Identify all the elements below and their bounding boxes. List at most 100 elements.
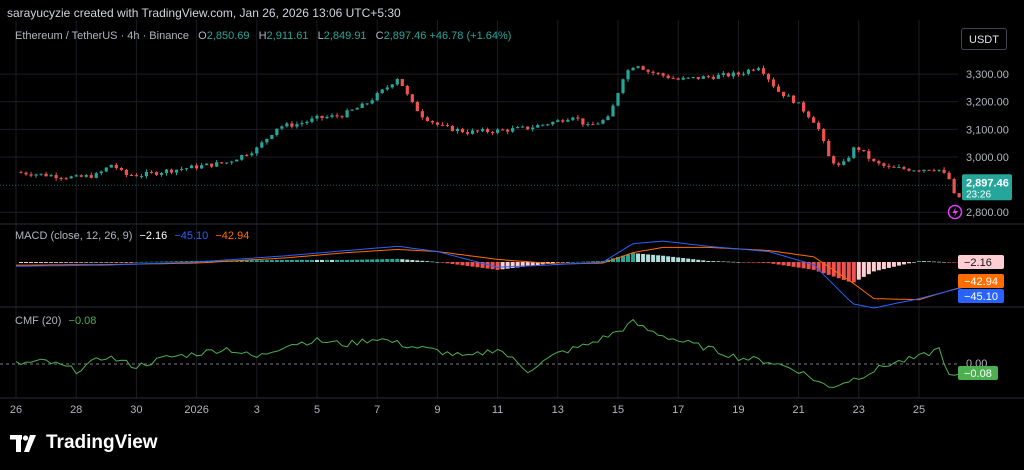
macd-hist-bar bbox=[124, 262, 129, 263]
macd-hist-bar bbox=[184, 261, 189, 262]
candle-down bbox=[405, 85, 409, 95]
candle-down bbox=[506, 129, 510, 132]
macd-hist-bar bbox=[565, 262, 570, 263]
candle-up bbox=[701, 76, 705, 79]
macd-hist-bar bbox=[134, 262, 139, 263]
macd-hist-bar bbox=[430, 261, 435, 263]
macd-hist-bar bbox=[811, 262, 816, 270]
candle-down bbox=[917, 170, 921, 172]
candle-down bbox=[591, 124, 595, 126]
candle-down bbox=[581, 118, 585, 125]
candle-up bbox=[616, 93, 620, 106]
currency-button[interactable]: USDT bbox=[961, 28, 1007, 50]
macd-hist-bar bbox=[99, 262, 104, 263]
macd-hist-bar bbox=[871, 262, 876, 272]
low-value: 2,849.91 bbox=[323, 30, 367, 42]
candle-up bbox=[174, 169, 179, 173]
candle-down bbox=[781, 91, 786, 97]
macd-signal-badge-bg bbox=[958, 274, 1004, 288]
macd-hist-bar bbox=[400, 259, 405, 262]
macd-hist-bar bbox=[515, 262, 520, 268]
macd-hist-bar bbox=[44, 262, 49, 263]
candle-down bbox=[400, 79, 404, 86]
candle-down bbox=[867, 151, 871, 159]
candle-down bbox=[676, 78, 680, 80]
macd-hist-bar bbox=[284, 259, 289, 262]
price-axis-tick: 3,200.00 bbox=[966, 97, 1009, 109]
candle-up bbox=[586, 124, 590, 126]
macd-hist-bar bbox=[906, 262, 911, 264]
macd-hist-bar bbox=[330, 259, 335, 262]
macd-hist-bar bbox=[505, 262, 510, 269]
macd-hist-bar bbox=[34, 262, 39, 263]
candle-down bbox=[425, 117, 429, 121]
candle-up bbox=[746, 69, 751, 74]
flash-icon-bolt bbox=[952, 207, 958, 217]
macd-line-value: −45.10 bbox=[174, 230, 209, 242]
macd-line-badge-bg bbox=[958, 289, 1004, 303]
macd-hist-bar bbox=[731, 261, 736, 263]
candle-up bbox=[205, 163, 209, 166]
candle-down bbox=[195, 165, 199, 169]
candle-down bbox=[29, 174, 33, 176]
candle-down bbox=[410, 94, 414, 103]
candle-up bbox=[721, 73, 725, 75]
macd-hist-bar bbox=[947, 262, 952, 263]
candle-up bbox=[390, 84, 394, 88]
macd-hist-bar bbox=[169, 261, 174, 262]
macd-hist-bar bbox=[535, 262, 540, 265]
candle-down bbox=[64, 178, 68, 180]
macd-hist-badge: −2.16 bbox=[964, 257, 992, 269]
candle-up bbox=[69, 176, 73, 179]
macd-hist-bar bbox=[937, 261, 942, 263]
macd-hist-bar bbox=[435, 262, 440, 263]
candle-down bbox=[751, 69, 756, 71]
macd-hist-bar bbox=[425, 261, 430, 262]
macd-hist-bar bbox=[791, 262, 796, 267]
tradingview-logo: TradingView bbox=[10, 432, 158, 454]
candle-down bbox=[561, 120, 565, 122]
candle-up bbox=[295, 124, 299, 127]
symbol-name: Ethereum / TetherUS · 4h · Binance bbox=[15, 30, 190, 42]
candle-up bbox=[305, 121, 309, 124]
macd-hist-bar bbox=[89, 262, 94, 263]
candle-down bbox=[490, 132, 495, 134]
candle-up bbox=[275, 128, 279, 135]
time-axis-tick: 9 bbox=[434, 404, 440, 416]
candle-down bbox=[460, 128, 465, 133]
time-axis-tick: 28 bbox=[70, 404, 82, 416]
candle-down bbox=[907, 168, 911, 171]
macd-hist-bar bbox=[234, 260, 239, 262]
high-value: 2,911.61 bbox=[266, 30, 309, 42]
candle-down bbox=[445, 125, 450, 127]
macd-hist-bar bbox=[249, 260, 254, 262]
cmf-badge-bg bbox=[958, 366, 998, 380]
candle-down bbox=[220, 162, 224, 164]
macd-hist-bar bbox=[304, 259, 309, 262]
macd-hist-bar bbox=[360, 259, 365, 262]
candle-down bbox=[450, 125, 455, 132]
candle-up bbox=[731, 72, 735, 77]
candle-up bbox=[531, 127, 535, 130]
macd-hist-bar bbox=[109, 262, 114, 263]
macd-hist-bar bbox=[460, 262, 465, 266]
candle-up bbox=[370, 100, 374, 104]
macd-hist-bar bbox=[575, 261, 580, 263]
candle-down bbox=[501, 129, 505, 131]
macd-hist-bar bbox=[801, 262, 806, 269]
candle-up bbox=[260, 142, 264, 148]
macd-hist-bar bbox=[139, 261, 144, 263]
candle-down bbox=[942, 169, 946, 173]
candle-down bbox=[19, 172, 23, 174]
macd-hist-bar bbox=[846, 262, 851, 282]
tradingview-logo-icon bbox=[10, 434, 36, 452]
time-axis-tick: 23 bbox=[853, 404, 865, 416]
macd-hist-bar bbox=[54, 262, 59, 263]
candle-down bbox=[245, 154, 249, 156]
macd-hist-bar bbox=[706, 260, 711, 262]
macd-hist-bar bbox=[721, 261, 726, 263]
candle-up bbox=[566, 119, 570, 122]
candle-down bbox=[827, 140, 831, 157]
macd-hist-bar bbox=[470, 262, 475, 267]
